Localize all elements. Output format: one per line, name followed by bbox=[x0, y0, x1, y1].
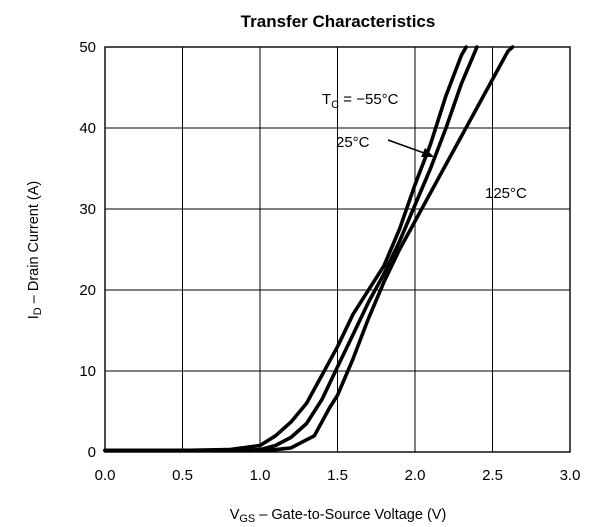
x-tick-label-5: 2.5 bbox=[482, 467, 503, 484]
x-tick-label-4: 2.0 bbox=[405, 467, 426, 484]
y-tick-label-3: 30 bbox=[79, 201, 96, 218]
x-axis-label: VGS – Gate-to-Source Voltage (V) bbox=[230, 507, 447, 525]
y-axis-ticks: 0 10 20 30 40 50 bbox=[79, 39, 96, 461]
x-axis-ticks: 0.0 0.5 1.0 1.5 2.0 2.5 3.0 bbox=[95, 467, 581, 484]
x-tick-label-2: 1.0 bbox=[250, 467, 271, 484]
x-tick-label-1: 0.5 bbox=[172, 467, 193, 484]
plot-frame bbox=[104, 46, 571, 453]
y-tick-label-4: 40 bbox=[79, 120, 96, 137]
curve-minus55c bbox=[103, 45, 468, 453]
y-tick-label-1: 10 bbox=[79, 363, 96, 380]
x-tick-label-0: 0.0 bbox=[95, 467, 116, 484]
y-tick-label-0: 0 bbox=[88, 444, 96, 461]
annotation-25c-arrowhead bbox=[421, 148, 434, 157]
x-tick-label-6: 3.0 bbox=[560, 467, 581, 484]
chart-title: Transfer Characteristics bbox=[241, 12, 436, 31]
annotation-25c-arrow-line bbox=[387, 139, 425, 154]
annotation-125c: 125°C bbox=[485, 185, 527, 202]
annotation-tc-minus55: TC = −55°C bbox=[322, 91, 399, 111]
annotation-25c: 25°C bbox=[336, 134, 370, 151]
x-tick-label-3: 1.5 bbox=[327, 467, 348, 484]
curve-125c bbox=[103, 45, 515, 453]
curve-25c bbox=[103, 45, 479, 453]
y-tick-label-2: 20 bbox=[79, 282, 96, 299]
y-tick-label-5: 50 bbox=[79, 39, 96, 56]
y-axis-label: ID – Drain Current (A) bbox=[26, 181, 44, 320]
series-curves bbox=[103, 45, 515, 453]
plot-grid bbox=[104, 46, 571, 453]
